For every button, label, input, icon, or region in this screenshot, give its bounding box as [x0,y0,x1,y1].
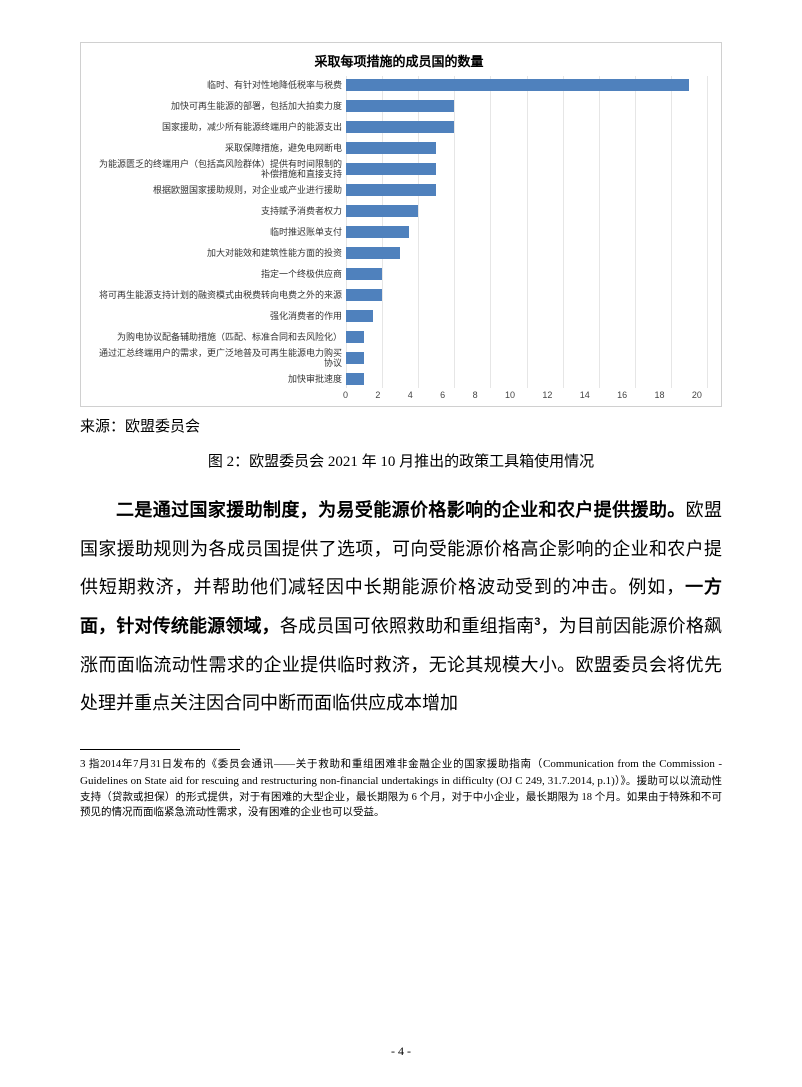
bar-track [346,76,707,94]
bar [346,247,400,259]
bar-row: 临时推迟账单支付 [91,223,707,241]
bar-track [346,349,707,367]
bar-row: 支持赋予消费者权力 [91,202,707,220]
bar [346,184,436,196]
page-number: - 4 - [0,1044,802,1059]
bar-row: 加大对能效和建筑性能方面的投资 [91,244,707,262]
bar-row: 为能源匮乏的终端用户（包括高风险群体）提供有时间限制的补偿措施和直接支持 [91,160,707,178]
document-page: 采取每项措施的成员国的数量 临时、有针对性地降低税率与税费加快可再生能源的部署，… [0,0,802,1087]
footnote-separator [80,749,240,750]
bar-track [346,97,707,115]
x-tick: 18 [655,390,665,400]
x-tick: 12 [542,390,552,400]
chart-plot: 临时、有针对性地降低税率与税费加快可再生能源的部署，包括加大拍卖力度国家援助，减… [91,76,707,388]
bar-track [346,286,707,304]
chart-title: 采取每项措施的成员国的数量 [91,51,707,70]
bar-track [346,223,707,241]
bar-row: 指定一个终极供应商 [91,265,707,283]
bar-label: 采取保障措施，避免电网断电 [91,143,346,153]
x-tick: 6 [440,390,445,400]
bar-label: 强化消费者的作用 [91,311,346,321]
x-tick: 10 [505,390,515,400]
bar [346,352,364,364]
x-tick: 4 [408,390,413,400]
x-tick: 2 [375,390,380,400]
bar-label: 临时、有针对性地降低税率与税费 [91,80,346,90]
bar-track [346,202,707,220]
bar [346,373,364,385]
footnote-cn-1: 指2014年7月31日发布的《委员会通讯——关于救助和重组困难非金融企业的国家援… [86,759,544,770]
bar-label: 根据欧盟国家援助规则，对企业或产业进行援助 [91,185,346,195]
bar-row: 为购电协议配备辅助措施（匹配、标准合同和去风险化） [91,328,707,346]
bar [346,79,689,91]
bar-row: 采取保障措施，避免电网断电 [91,139,707,157]
bar-label: 通过汇总终端用户的需求，更广泛地普及可再生能源电力购买协议 [91,348,346,369]
bar [346,205,418,217]
figure-caption: 图 2：欧盟委员会 2021 年 10 月推出的政策工具箱使用情况 [80,450,722,471]
chart-source: 来源：欧盟委员会 [80,415,722,436]
bar-track [346,265,707,283]
bar [346,100,454,112]
bar-label: 将可再生能源支持计划的融资模式由税费转向电费之外的来源 [91,290,346,300]
x-tick: 20 [692,390,702,400]
bar-row: 通过汇总终端用户的需求，更广泛地普及可再生能源电力购买协议 [91,349,707,367]
bar-row: 国家援助，减少所有能源终端用户的能源支出 [91,118,707,136]
bar-track [346,370,707,388]
body-bold-2b: 针对传统能源领域， [116,616,280,636]
bar-track [346,160,707,178]
bar-label: 指定一个终极供应商 [91,269,346,279]
bar-label: 支持赋予消费者权力 [91,206,346,216]
bar-row: 根据欧盟国家援助规则，对企业或产业进行援助 [91,181,707,199]
bar-label: 加快审批速度 [91,374,346,384]
bar-row: 将可再生能源支持计划的融资模式由税费转向电费之外的来源 [91,286,707,304]
bar-track [346,139,707,157]
body-paragraph: 二是通过国家援助制度，为易受能源价格影响的企业和农户提供援助。欧盟国家援助规则为… [80,491,722,723]
bar-row: 临时、有针对性地降低税率与税费 [91,76,707,94]
x-tick: 16 [617,390,627,400]
bar [346,142,436,154]
chart-x-axis: 0 2 4 6 8 10 12 14 16 18 20 [91,390,707,400]
chart-x-ticks: 0 2 4 6 8 10 12 14 16 18 20 [343,390,704,400]
bar-track [346,244,707,262]
bar-label: 加大对能效和建筑性能方面的投资 [91,248,346,258]
bar-label: 为购电协议配备辅助措施（匹配、标准合同和去风险化） [91,332,346,342]
bar [346,226,409,238]
chart-container: 采取每项措施的成员国的数量 临时、有针对性地降低税率与税费加快可再生能源的部署，… [80,42,722,407]
bar-track [346,181,707,199]
x-tick: 14 [580,390,590,400]
footnote: 3 指2014年7月31日发布的《委员会通讯——关于救助和重组困难非金融企业的国… [80,756,722,821]
bar [346,310,373,322]
bar-track [346,328,707,346]
bar [346,268,382,280]
body-lead: 二是通过国家援助制度，为易受能源价格影响的企业和农户提供援助。 [116,500,686,520]
bar-row: 加快审批速度 [91,370,707,388]
body-text-2: 各成员国可依照救助和重组指南 [280,616,534,636]
bar [346,331,364,343]
bar [346,289,382,301]
chart-bars: 临时、有针对性地降低税率与税费加快可再生能源的部署，包括加大拍卖力度国家援助，减… [91,76,707,388]
bar-label: 为能源匮乏的终端用户（包括高风险群体）提供有时间限制的补偿措施和直接支持 [91,159,346,180]
bar [346,163,436,175]
bar-track [346,118,707,136]
x-tick: 0 [343,390,348,400]
bar-label: 国家援助，减少所有能源终端用户的能源支出 [91,122,346,132]
bar-track [346,307,707,325]
bar-row: 强化消费者的作用 [91,307,707,325]
bar [346,121,454,133]
bar-row: 加快可再生能源的部署，包括加大拍卖力度 [91,97,707,115]
bar-label: 加快可再生能源的部署，包括加大拍卖力度 [91,101,346,111]
bar-label: 临时推迟账单支付 [91,227,346,237]
x-tick: 8 [473,390,478,400]
